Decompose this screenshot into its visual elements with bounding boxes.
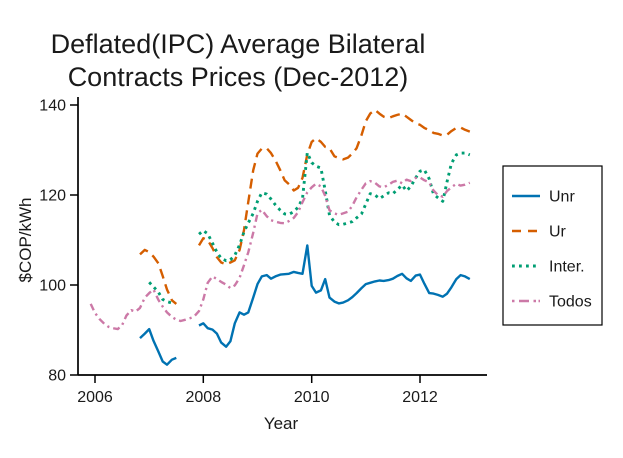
- y-axis-ticks: [70, 104, 78, 376]
- x-tick-label-2008: 2008: [186, 389, 222, 406]
- x-tick-label-2010: 2010: [294, 389, 330, 406]
- y-tick-label-120: 120: [39, 188, 66, 205]
- plot-area: [89, 108, 471, 366]
- legend: Unr Ur Inter. Todos: [502, 165, 603, 326]
- x-axis-label: Year: [264, 414, 299, 433]
- y-tick-label-100: 100: [39, 278, 66, 295]
- x-axis-ticks: [94, 375, 421, 383]
- legend-label-ur: Ur: [549, 224, 567, 241]
- series-line-unr: [198, 244, 471, 348]
- legend-label-unr: Unr: [549, 189, 575, 206]
- chart-title-line1: Deflated(IPC) Average Bilateral: [51, 29, 426, 59]
- legend-label-todos: Todos: [549, 294, 592, 311]
- series-line-todos: [89, 176, 471, 331]
- series-line-unr: [139, 327, 177, 366]
- chart-title-line2: Contracts Prices (Dec-2012): [68, 62, 409, 92]
- y-tick-label-80: 80: [48, 368, 66, 385]
- x-tick-label-2006: 2006: [77, 389, 113, 406]
- series-line-ur: [139, 248, 178, 305]
- y-axis-label: $COP/kWh: [16, 197, 35, 282]
- x-tick-label-2012: 2012: [402, 389, 438, 406]
- series-line-ur: [197, 108, 471, 266]
- legend-label-inter: Inter.: [549, 259, 585, 276]
- y-tick-label-140: 140: [39, 98, 66, 115]
- legend-box: [502, 165, 603, 326]
